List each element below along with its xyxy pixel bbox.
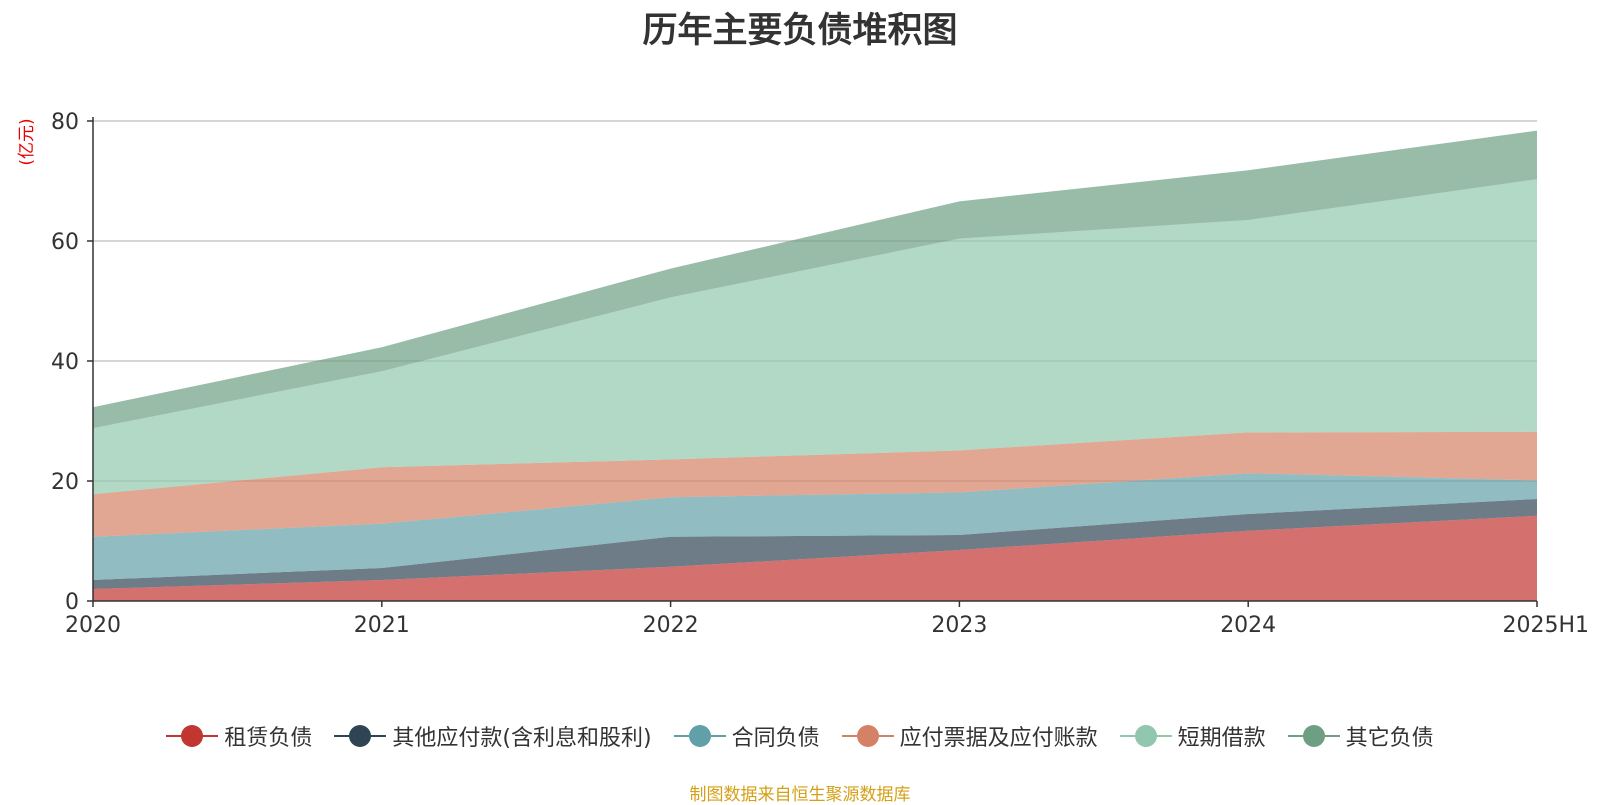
area-series-4 (93, 431, 1537, 537)
legend-item[interactable]: 应付票据及应付账款 (841, 720, 1098, 752)
legend-item[interactable]: 其它负债 (1287, 720, 1434, 752)
legend-label: 短期借款 (1177, 726, 1266, 751)
axes: 0 20 40 60 80 2020 2021 2022 2023 2024 2025H1 (51, 110, 1589, 638)
y-tick-label: 20 (51, 470, 79, 495)
x-tick-label: 2025H1 (1502, 613, 1589, 638)
area-series-2 (93, 499, 1537, 589)
legend-label: 合同负债 (731, 726, 820, 751)
y-tick-label: 60 (51, 230, 79, 255)
chart-title: 历年主要负债堆积图 (642, 11, 958, 51)
legend-label: 租赁负债 (224, 726, 313, 751)
x-tick-label: 2020 (65, 613, 121, 638)
x-tick-label: 2021 (354, 613, 410, 638)
legend-item[interactable]: 合同负债 (673, 720, 820, 752)
area-series-5 (93, 179, 1537, 495)
legend-label: 其它负债 (1345, 726, 1434, 751)
y-tick-label: 40 (51, 350, 79, 375)
legend-marker-icon (334, 724, 387, 748)
y-tick-label: 0 (65, 590, 79, 615)
legend-item[interactable]: 其他应付款(含利息和股利) (334, 720, 652, 752)
area-series-6 (93, 130, 1537, 429)
legend-label: 应付票据及应付账款 (899, 726, 1098, 751)
legend-item[interactable]: 短期借款 (1119, 720, 1266, 752)
legend-item[interactable]: 租赁负债 (166, 720, 312, 752)
legend-label: 其他应付款(含利息和股利) (392, 726, 652, 751)
area-series (93, 130, 1537, 601)
x-tick-label: 2024 (1220, 613, 1276, 638)
legend-marker-icon (1287, 724, 1340, 748)
legend: 租赁负债 其他应付款(含利息和股利) 合同负债 应付票据及应付账款 短期借款 其它负债 (0, 718, 1600, 754)
area-series-1 (93, 515, 1537, 601)
legend-marker-icon (1119, 724, 1172, 748)
x-tick-label: 2023 (931, 613, 987, 638)
area-series-3 (93, 473, 1537, 580)
y-axis-label: (亿元) (17, 118, 37, 165)
legend-marker-icon (841, 724, 894, 748)
legend-marker-icon (673, 724, 726, 748)
legend-marker-icon (166, 724, 219, 748)
source-note: 制图数据来自恒生聚源数据库 (689, 785, 911, 805)
y-tick-label: 80 (51, 110, 79, 135)
x-tick-label: 2022 (643, 613, 699, 638)
